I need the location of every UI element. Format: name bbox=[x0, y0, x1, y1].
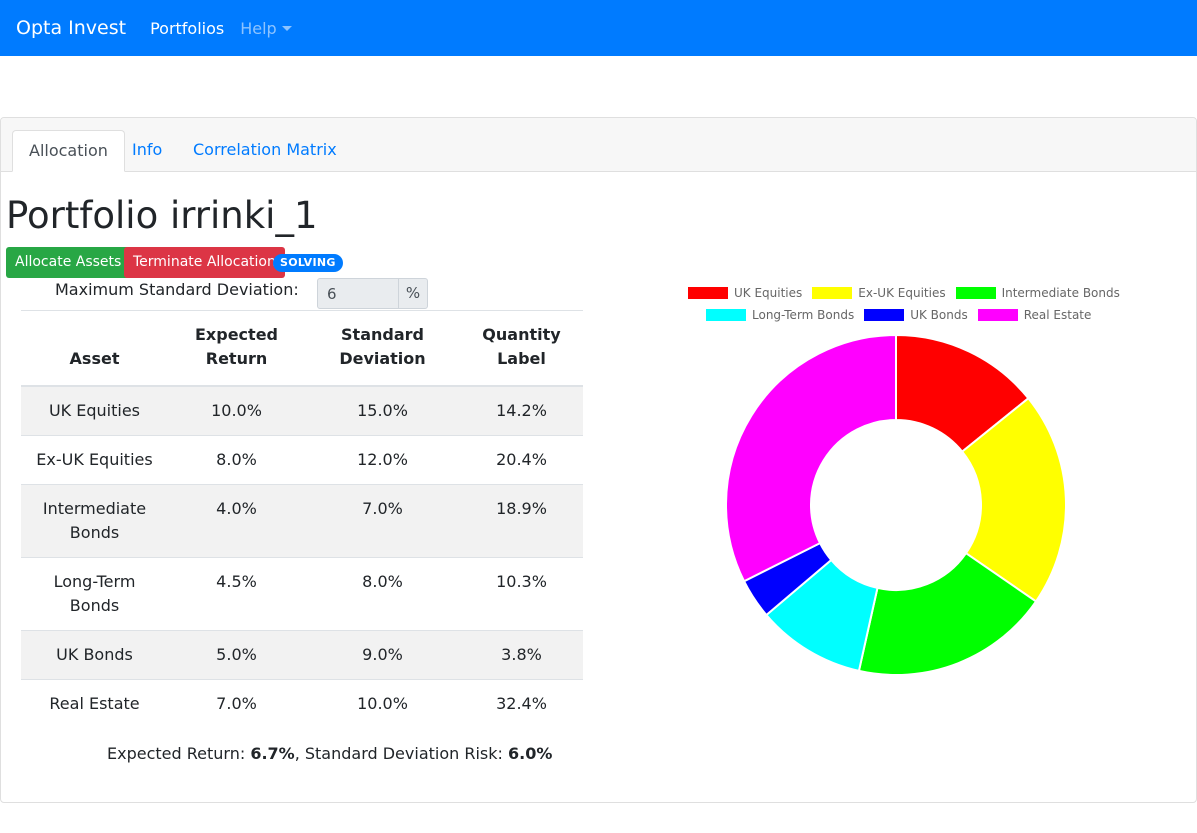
nav-help-dropdown[interactable]: Help bbox=[240, 18, 292, 38]
legend-label: Intermediate Bonds bbox=[1001, 286, 1120, 300]
summary-risk-value: 6.0% bbox=[508, 744, 553, 763]
cell-expected-return: 10.0% bbox=[168, 385, 305, 436]
legend-swatch bbox=[706, 309, 746, 321]
tab-info[interactable]: Info bbox=[132, 140, 163, 159]
donut-slice-ex-uk-equities[interactable] bbox=[960, 396, 1067, 603]
nav-portfolios[interactable]: Portfolios bbox=[150, 18, 225, 38]
tab-correlation-matrix[interactable]: Correlation Matrix bbox=[193, 140, 337, 159]
cell-asset: UK Bonds bbox=[21, 630, 168, 680]
legend-swatch bbox=[864, 309, 905, 321]
donut-slice-intermediate-bonds[interactable] bbox=[857, 551, 1038, 676]
cell-standard-deviation: 10.0% bbox=[305, 679, 460, 728]
cell-standard-deviation: 7.0% bbox=[305, 484, 460, 558]
cell-asset: Intermediate Bonds bbox=[21, 484, 168, 558]
cell-expected-return: 4.0% bbox=[168, 484, 305, 558]
cell-quantity: 10.3% bbox=[460, 557, 583, 631]
summary-risk-label: , Standard Deviation Risk: bbox=[294, 744, 508, 763]
max-sd-label: Maximum Standard Deviation: bbox=[55, 280, 299, 299]
cell-quantity: 32.4% bbox=[460, 679, 583, 728]
table-row: Long-Term Bonds 4.5% 8.0% 10.3% bbox=[21, 557, 583, 631]
legend-swatch bbox=[977, 309, 1018, 321]
max-sd-unit: % bbox=[398, 278, 428, 309]
cell-quantity: 20.4% bbox=[460, 435, 583, 485]
page-title: Portfolio irrinki_1 bbox=[6, 194, 318, 237]
table-row: Ex-UK Equities 8.0% 12.0% 20.4% bbox=[21, 435, 583, 485]
allocate-assets-button[interactable]: Allocate Assets bbox=[6, 247, 131, 278]
cell-expected-return: 8.0% bbox=[168, 435, 305, 485]
nav-help-label: Help bbox=[240, 18, 277, 38]
legend-item[interactable]: Real Estate bbox=[977, 308, 1092, 322]
legend-swatch bbox=[688, 287, 728, 299]
legend-swatch bbox=[955, 287, 996, 299]
portfolio-summary: Expected Return: 6.7%, Standard Deviatio… bbox=[107, 744, 552, 763]
table-header-row: Asset Expected Return Standard Deviation… bbox=[21, 310, 583, 387]
cell-quantity: 3.8% bbox=[460, 630, 583, 680]
tab-allocation[interactable]: Allocation bbox=[12, 130, 125, 172]
allocation-table: Asset Expected Return Standard Deviation… bbox=[21, 310, 583, 728]
table-row: UK Equities 10.0% 15.0% 14.2% bbox=[21, 385, 583, 436]
cell-asset: UK Equities bbox=[21, 385, 168, 436]
legend-label: Ex-UK Equities bbox=[858, 286, 946, 300]
header-asset: Asset bbox=[21, 310, 168, 387]
cell-standard-deviation: 9.0% bbox=[305, 630, 460, 680]
legend-label: Long-Term Bonds bbox=[752, 308, 855, 322]
cell-expected-return: 4.5% bbox=[168, 557, 305, 631]
allocation-donut-chart bbox=[725, 334, 1067, 676]
cell-asset: Long-Term Bonds bbox=[21, 557, 168, 631]
cell-standard-deviation: 8.0% bbox=[305, 557, 460, 631]
status-badge: SOLVING bbox=[273, 254, 343, 272]
cell-asset: Ex-UK Equities bbox=[21, 435, 168, 485]
chart-legend-row-1: UK Equities Ex-UK Equities Intermediate … bbox=[688, 286, 1130, 300]
legend-item[interactable]: UK Equities bbox=[688, 286, 802, 300]
legend-item[interactable]: Long-Term Bonds bbox=[706, 308, 854, 322]
header-expected-return: Expected Return bbox=[168, 310, 305, 387]
cell-standard-deviation: 12.0% bbox=[305, 435, 460, 485]
donut-slice-real-estate[interactable] bbox=[725, 334, 897, 583]
summary-return-value: 6.7% bbox=[250, 744, 295, 763]
table-row: Real Estate 7.0% 10.0% 32.4% bbox=[21, 679, 583, 728]
chart-legend-row-2: Long-Term Bonds UK Bonds Real Estate bbox=[706, 308, 1101, 322]
cell-quantity: 18.9% bbox=[460, 484, 583, 558]
terminate-allocation-button[interactable]: Terminate Allocation bbox=[124, 247, 285, 278]
legend-item[interactable]: UK Bonds bbox=[864, 308, 968, 322]
header-quantity-label: Quantity Label bbox=[460, 310, 583, 387]
table-row: Intermediate Bonds 4.0% 7.0% 18.9% bbox=[21, 484, 583, 558]
max-sd-input[interactable] bbox=[317, 278, 399, 309]
cell-standard-deviation: 15.0% bbox=[305, 385, 460, 436]
legend-label: UK Equities bbox=[734, 286, 803, 300]
legend-label: Real Estate bbox=[1023, 308, 1092, 322]
cell-quantity: 14.2% bbox=[460, 385, 583, 436]
brand-logo[interactable]: Opta Invest bbox=[16, 17, 127, 39]
caret-down-icon bbox=[281, 25, 292, 31]
legend-label: UK Bonds bbox=[910, 308, 968, 322]
cell-asset: Real Estate bbox=[21, 679, 168, 728]
cell-expected-return: 7.0% bbox=[168, 679, 305, 728]
legend-item[interactable]: Ex-UK Equities bbox=[812, 286, 946, 300]
navbar: Opta Invest Portfolios Help bbox=[0, 0, 1197, 56]
table-row: UK Bonds 5.0% 9.0% 3.8% bbox=[21, 630, 583, 680]
header-standard-deviation: Standard Deviation bbox=[305, 310, 460, 387]
cell-expected-return: 5.0% bbox=[168, 630, 305, 680]
legend-swatch bbox=[812, 287, 853, 299]
tab-bar: Allocation Info Correlation Matrix bbox=[1, 118, 1196, 172]
summary-return-label: Expected Return: bbox=[107, 744, 251, 763]
legend-item[interactable]: Intermediate Bonds bbox=[955, 286, 1120, 300]
